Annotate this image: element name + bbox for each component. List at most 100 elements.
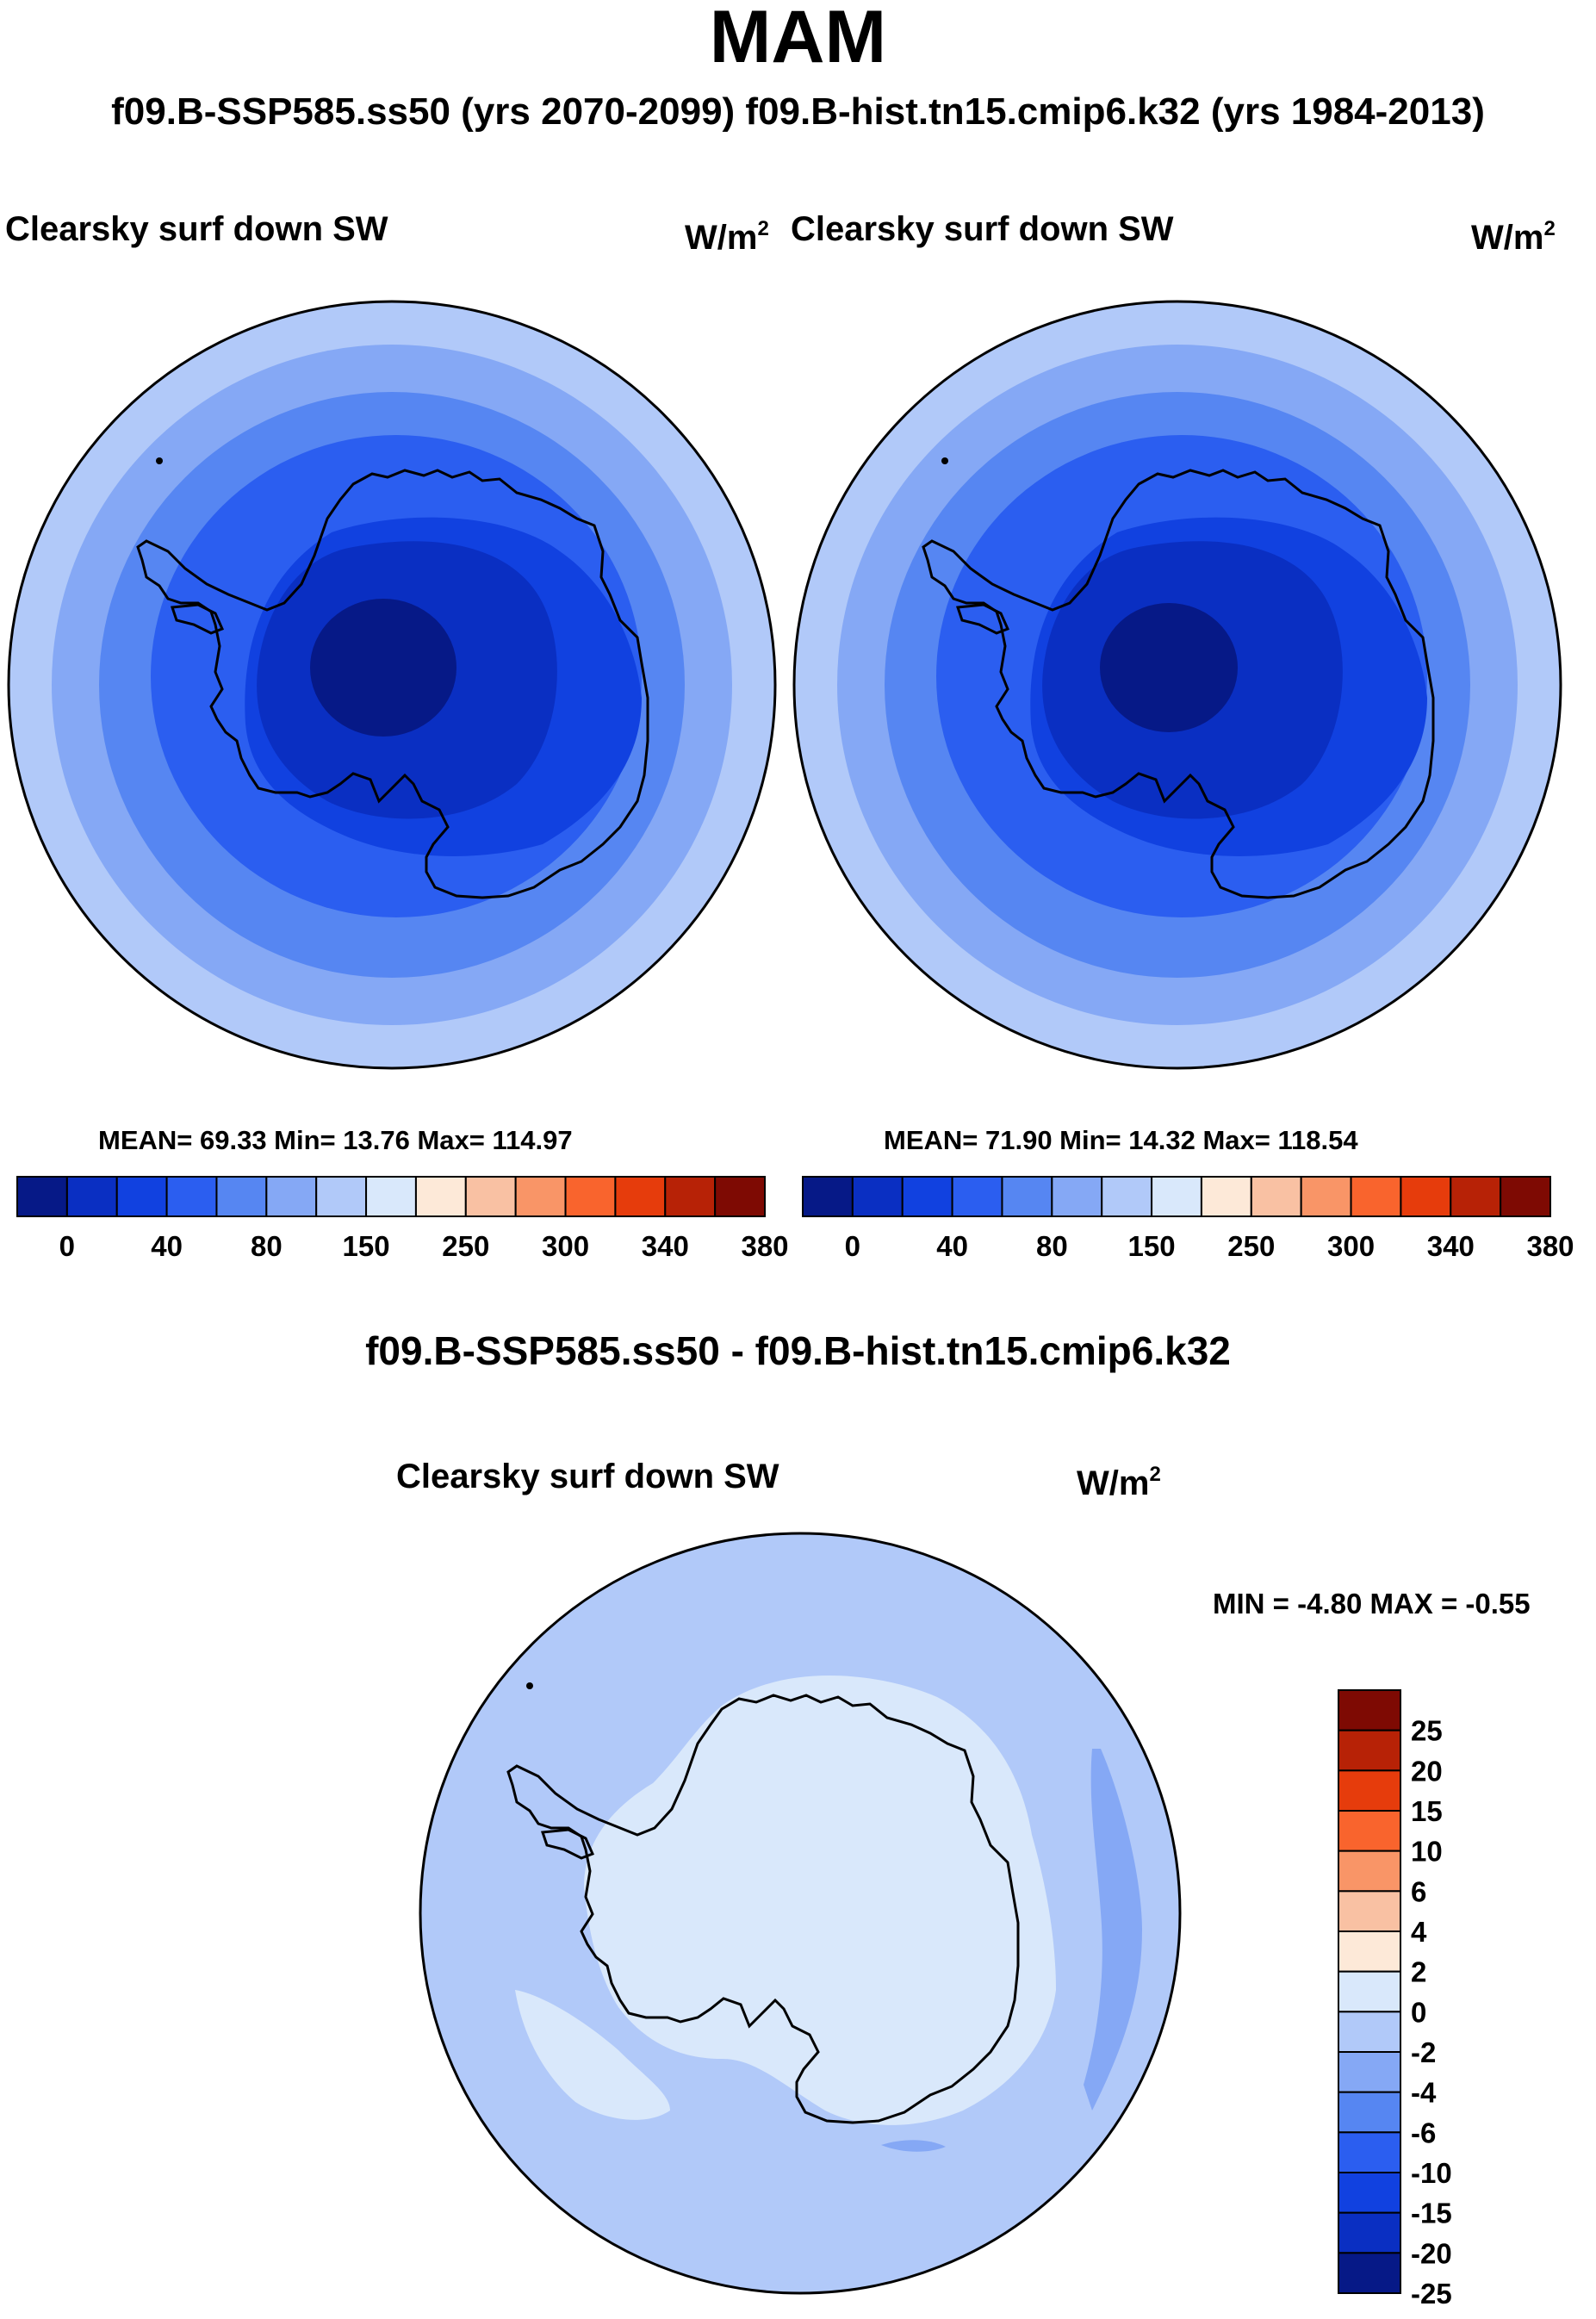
colorbar-tick-label: 40 bbox=[151, 1230, 183, 1262]
colorbar-swatch bbox=[1350, 1176, 1402, 1217]
colorbar-swatch bbox=[1338, 1689, 1401, 1731]
colorbar-swatch bbox=[165, 1176, 218, 1217]
colorbar-tick-label: 80 bbox=[1036, 1230, 1068, 1262]
left-panel-unit: W/m2 bbox=[685, 217, 769, 258]
left-panel-stats: MEAN= 69.33 Min= 13.76 Max= 114.97 bbox=[98, 1125, 573, 1155]
colorbar-tick-label: -25 bbox=[1411, 2278, 1452, 2310]
colorbar-swatch bbox=[1338, 2172, 1401, 2214]
island bbox=[526, 1682, 533, 1689]
colorbar-swatch bbox=[1200, 1176, 1252, 1217]
left-panel-title: Clearsky surf down SW bbox=[5, 210, 388, 248]
contour-ring-7 bbox=[310, 599, 456, 737]
diff-panel-unit: W/m2 bbox=[1077, 1463, 1161, 1503]
antarctica-coastline bbox=[136, 469, 649, 899]
difference-title: f09.B-SSP585.ss50 - f09.B-hist.tn15.cmip… bbox=[365, 1328, 1231, 1373]
colorbar-swatch bbox=[514, 1176, 567, 1217]
colorbar-tick-label: 4 bbox=[1411, 1916, 1427, 1948]
colorbar-swatch bbox=[951, 1176, 1003, 1217]
colorbar-swatch bbox=[1338, 2011, 1401, 2054]
contour-ring-7 bbox=[1100, 603, 1238, 732]
antarctica-coastline bbox=[506, 1694, 1020, 2124]
colorbar-swatch bbox=[1338, 1729, 1401, 1772]
colorbar-swatch bbox=[1338, 1769, 1401, 1812]
colorbar-tick-label: 10 bbox=[1411, 1836, 1443, 1868]
colorbar-swatch bbox=[1338, 1930, 1401, 1973]
colorbar-swatch bbox=[265, 1176, 318, 1217]
colorbar-swatch bbox=[1101, 1176, 1153, 1217]
colorbar-swatch bbox=[714, 1176, 767, 1217]
right-panel-unit: W/m2 bbox=[1471, 217, 1556, 258]
colorbar-swatch bbox=[1338, 1890, 1401, 1932]
colorbar-tick-label: 250 bbox=[1227, 1230, 1275, 1262]
left-colorbar: 0 40 80 150 250 300 340 380 bbox=[16, 1176, 789, 1262]
colorbar-swatch bbox=[215, 1176, 268, 1217]
colorbar-tick-label: -10 bbox=[1411, 2157, 1452, 2189]
colorbar-swatch bbox=[315, 1176, 368, 1217]
island bbox=[941, 457, 948, 464]
colorbar-tick-label: -6 bbox=[1411, 2117, 1436, 2148]
colorbar-swatch bbox=[1450, 1176, 1502, 1217]
colorbar-tick-label: 2 bbox=[1411, 1956, 1426, 1988]
right-panel-stats: MEAN= 71.90 Min= 14.32 Max= 118.54 bbox=[884, 1125, 1358, 1155]
colorbar-swatch bbox=[802, 1176, 854, 1217]
main-title: MAM bbox=[709, 0, 887, 78]
colorbar-tick-label: -2 bbox=[1411, 2036, 1436, 2068]
colorbar-tick-label: 380 bbox=[741, 1230, 788, 1262]
colorbar-swatch bbox=[1001, 1176, 1053, 1217]
diff-east-strip bbox=[1084, 1749, 1142, 2111]
island bbox=[156, 457, 163, 464]
colorbar-swatch bbox=[1338, 1970, 1401, 2013]
peninsula-detail bbox=[170, 603, 225, 635]
colorbar-swatch bbox=[1151, 1176, 1202, 1217]
colorbar-tick-label: 300 bbox=[542, 1230, 589, 1262]
colorbar-tick-label: 380 bbox=[1526, 1230, 1574, 1262]
colorbar-swatch bbox=[1338, 1810, 1401, 1852]
colorbar-swatch bbox=[414, 1176, 467, 1217]
colorbar-swatch bbox=[664, 1176, 717, 1217]
colorbar-swatch bbox=[1250, 1176, 1302, 1217]
colorbar-tick-label: 25 bbox=[1411, 1715, 1443, 1747]
map-boundary bbox=[792, 300, 1562, 1070]
colorbar-swatch bbox=[1338, 2091, 1401, 2134]
colorbar-tick-label: 40 bbox=[936, 1230, 968, 1262]
left-polar-map bbox=[7, 300, 777, 1070]
map-boundary bbox=[7, 300, 777, 1070]
colorbar-swatch bbox=[1400, 1176, 1452, 1217]
colorbar-swatch bbox=[851, 1176, 904, 1217]
right-contour-rings bbox=[794, 302, 1561, 1068]
colorbar-swatch bbox=[1500, 1176, 1552, 1217]
colorbar-swatch bbox=[1338, 2252, 1401, 2294]
right-polar-map bbox=[792, 300, 1562, 1070]
right-panel-title: Clearsky surf down SW bbox=[791, 210, 1174, 248]
colorbar-tick-label: 340 bbox=[642, 1230, 689, 1262]
diff-panel-title: Clearsky surf down SW bbox=[396, 1458, 779, 1495]
colorbar-swatch bbox=[1051, 1176, 1103, 1217]
diff-land-region bbox=[584, 1676, 1056, 2125]
colorbar-swatch bbox=[1338, 1850, 1401, 1893]
peninsula-detail bbox=[955, 603, 1010, 635]
colorbar-tick-label: 15 bbox=[1411, 1795, 1443, 1827]
colorbar-tick-label: 6 bbox=[1411, 1875, 1426, 1907]
right-colorbar: 0 40 80 150 250 300 340 380 bbox=[802, 1176, 1574, 1262]
diff-patch-west bbox=[515, 1990, 670, 2120]
colorbar-swatch bbox=[16, 1176, 68, 1217]
colorbar-swatch bbox=[901, 1176, 953, 1217]
colorbar-swatch bbox=[1338, 2051, 1401, 2093]
map-boundary bbox=[419, 1532, 1182, 2295]
colorbar-tick-label: -4 bbox=[1411, 2077, 1437, 2109]
colorbar-tick-label: 0 bbox=[845, 1230, 860, 1262]
colorbar-tick-label: -15 bbox=[1411, 2198, 1452, 2229]
colorbar-swatch bbox=[614, 1176, 667, 1217]
antarctica-coastline bbox=[922, 469, 1435, 899]
colorbar-tick-label: 300 bbox=[1327, 1230, 1375, 1262]
colorbar-swatch bbox=[464, 1176, 517, 1217]
colorbar-tick-label: 250 bbox=[442, 1230, 489, 1262]
diff-small-patch bbox=[881, 2140, 946, 2152]
colorbar-swatch bbox=[365, 1176, 417, 1217]
colorbar-swatch bbox=[65, 1176, 118, 1217]
colorbar-tick-label: 80 bbox=[251, 1230, 283, 1262]
colorbar-tick-label: 20 bbox=[1411, 1755, 1443, 1787]
left-contour-rings bbox=[9, 302, 775, 1068]
colorbar-tick-label: 0 bbox=[1411, 1996, 1426, 2028]
colorbar-tick-label: 340 bbox=[1427, 1230, 1475, 1262]
